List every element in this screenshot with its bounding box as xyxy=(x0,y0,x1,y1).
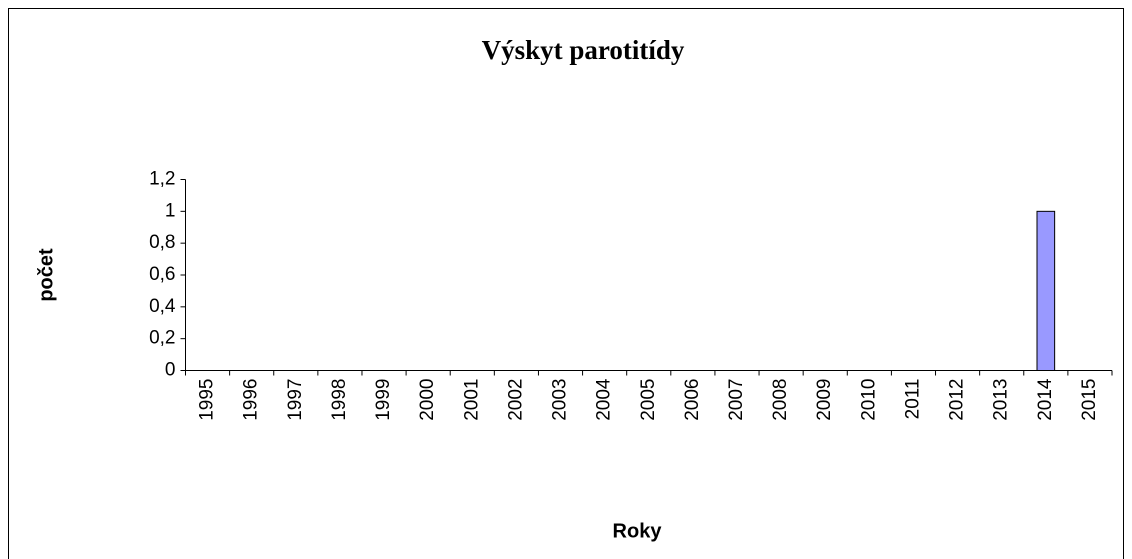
x-tick-label: 1999 xyxy=(373,379,394,421)
x-tick-label: 2001 xyxy=(461,379,482,421)
bar xyxy=(1036,210,1056,371)
x-tick-label: 2015 xyxy=(1079,379,1100,421)
x-tick-label: 1995 xyxy=(197,379,218,421)
y-tick-label: 0,2 xyxy=(149,328,175,349)
x-tick-label: 1998 xyxy=(329,379,350,421)
x-tick-label: 2000 xyxy=(417,379,438,421)
x-tick-label: 2002 xyxy=(505,379,526,421)
x-axis-title: Roky xyxy=(613,520,663,542)
x-tick-label: 2011 xyxy=(902,379,923,420)
x-tick-label: 2013 xyxy=(991,379,1012,421)
y-tick-label: 0,4 xyxy=(149,296,176,317)
x-tick-label: 1997 xyxy=(285,379,306,421)
x-tick-label: 2008 xyxy=(770,379,791,421)
x-tick-label: 2012 xyxy=(947,379,968,421)
x-tick-label: 1996 xyxy=(241,379,262,421)
y-tick-label: 1 xyxy=(165,200,176,221)
x-tick-label: 2009 xyxy=(814,379,835,421)
x-tick-label: 2010 xyxy=(858,379,879,421)
y-axis-title: počet xyxy=(35,248,57,302)
y-tick-label: 0 xyxy=(165,360,176,381)
x-tick-label: 2003 xyxy=(550,379,571,421)
chart-frame xyxy=(8,8,1124,559)
x-tick-label: 2005 xyxy=(638,379,659,421)
x-tick-label: 2006 xyxy=(682,379,703,421)
x-tick-label: 2014 xyxy=(1035,378,1056,421)
y-tick-label: 0,6 xyxy=(149,264,175,285)
y-tick-label: 0,8 xyxy=(149,232,175,253)
chart-title: Výskyt parotitídy xyxy=(482,35,685,65)
x-tick-label: 2007 xyxy=(726,379,747,421)
y-tick-label: 1,2 xyxy=(149,169,175,190)
x-tick-label: 2004 xyxy=(594,378,615,421)
